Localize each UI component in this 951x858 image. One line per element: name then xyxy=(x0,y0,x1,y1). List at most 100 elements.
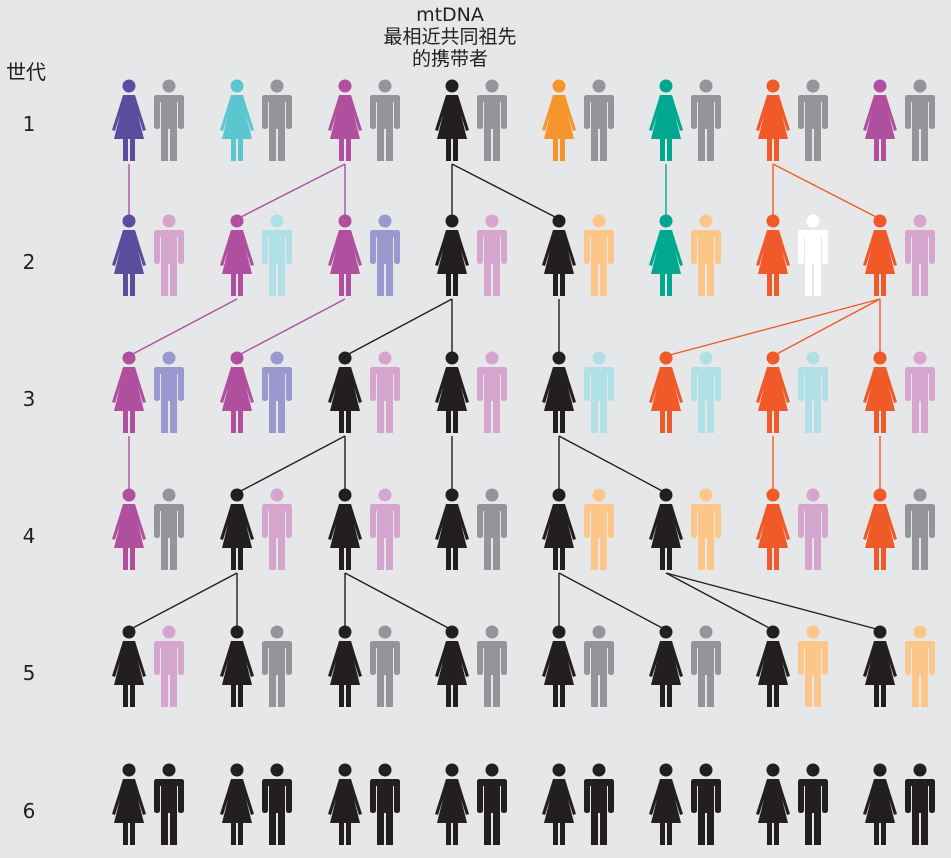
couple xyxy=(112,625,184,707)
male-figure-icon xyxy=(798,488,828,570)
couple xyxy=(756,488,828,570)
female-figure-icon xyxy=(112,351,146,433)
male-figure-icon xyxy=(584,625,614,707)
couple xyxy=(542,79,614,161)
female-figure-icon xyxy=(649,763,683,845)
male-figure-icon xyxy=(370,79,400,161)
female-figure-icon xyxy=(863,488,897,570)
male-figure-icon xyxy=(691,625,721,707)
couple xyxy=(328,79,400,161)
male-figure-icon xyxy=(477,488,507,570)
couple xyxy=(328,488,400,570)
male-figure-icon xyxy=(477,79,507,161)
couple xyxy=(220,625,292,707)
male-figure-icon xyxy=(262,763,292,845)
male-figure-icon xyxy=(154,625,184,707)
male-figure-icon xyxy=(154,351,184,433)
male-figure-icon xyxy=(370,625,400,707)
female-figure-icon xyxy=(863,79,897,161)
female-figure-icon xyxy=(112,488,146,570)
male-figure-icon xyxy=(584,351,614,433)
lineage-link xyxy=(772,298,881,357)
female-figure-icon xyxy=(542,763,576,845)
male-figure-icon xyxy=(905,79,935,161)
male-figure-icon xyxy=(691,351,721,433)
female-figure-icon xyxy=(863,625,897,707)
female-figure-icon xyxy=(328,625,362,707)
female-figure-icon xyxy=(112,79,146,161)
male-figure-icon xyxy=(262,488,292,570)
male-figure-icon xyxy=(154,214,184,296)
female-figure-icon xyxy=(863,214,897,296)
couple xyxy=(112,214,184,296)
lineage-link xyxy=(236,435,346,494)
male-figure-icon xyxy=(262,625,292,707)
couple xyxy=(863,488,935,570)
generation-label-5: 5 xyxy=(22,661,36,685)
female-figure-icon xyxy=(220,488,254,570)
couple xyxy=(863,351,935,433)
couple xyxy=(542,488,614,570)
female-figure-icon xyxy=(220,214,254,296)
couple xyxy=(112,488,184,570)
title-line-3: 的携带者 xyxy=(411,48,488,70)
female-figure-icon xyxy=(220,763,254,845)
female-figure-icon xyxy=(328,79,362,161)
female-figure-icon xyxy=(863,763,897,845)
male-figure-icon xyxy=(154,488,184,570)
female-figure-icon xyxy=(220,79,254,161)
couple xyxy=(542,763,614,845)
female-figure-icon xyxy=(328,351,362,433)
couple xyxy=(542,351,614,433)
male-figure-icon xyxy=(370,351,400,433)
female-figure-icon xyxy=(220,351,254,433)
male-figure-icon xyxy=(584,214,614,296)
couple xyxy=(649,763,721,845)
couple xyxy=(756,214,828,296)
male-figure-icon xyxy=(691,488,721,570)
couple xyxy=(756,351,828,433)
lineage-link xyxy=(236,298,346,357)
female-figure-icon xyxy=(756,488,790,570)
male-figure-icon xyxy=(477,214,507,296)
couple xyxy=(863,763,935,845)
female-figure-icon xyxy=(542,488,576,570)
female-figure-icon xyxy=(542,625,576,707)
couple xyxy=(328,625,400,707)
generation-header: 世代 xyxy=(6,60,46,84)
lineage-link xyxy=(558,572,667,631)
couple xyxy=(542,214,614,296)
generation-label-3: 3 xyxy=(22,387,36,411)
couple xyxy=(435,625,507,707)
female-figure-icon xyxy=(112,214,146,296)
male-figure-icon xyxy=(798,214,828,296)
female-figure-icon xyxy=(649,214,683,296)
female-figure-icon xyxy=(435,79,469,161)
generation-label-1: 1 xyxy=(22,112,36,136)
male-figure-icon xyxy=(262,214,292,296)
male-figure-icon xyxy=(691,214,721,296)
female-figure-icon xyxy=(542,79,576,161)
lineage-link xyxy=(128,572,238,631)
female-figure-icon xyxy=(435,214,469,296)
generation-label-4: 4 xyxy=(22,524,36,548)
couple xyxy=(863,214,935,296)
male-figure-icon xyxy=(798,79,828,161)
title-line-2: 最相近共同祖先 xyxy=(383,26,517,48)
lineage-link xyxy=(772,163,881,220)
female-figure-icon xyxy=(435,488,469,570)
male-figure-icon xyxy=(584,488,614,570)
female-figure-icon xyxy=(649,625,683,707)
male-figure-icon xyxy=(584,763,614,845)
female-figure-icon xyxy=(435,625,469,707)
couple xyxy=(756,763,828,845)
female-figure-icon xyxy=(649,79,683,161)
male-figure-icon xyxy=(477,351,507,433)
female-figure-icon xyxy=(220,625,254,707)
lineage-link xyxy=(558,435,667,494)
female-figure-icon xyxy=(435,763,469,845)
male-figure-icon xyxy=(370,763,400,845)
female-figure-icon xyxy=(649,351,683,433)
